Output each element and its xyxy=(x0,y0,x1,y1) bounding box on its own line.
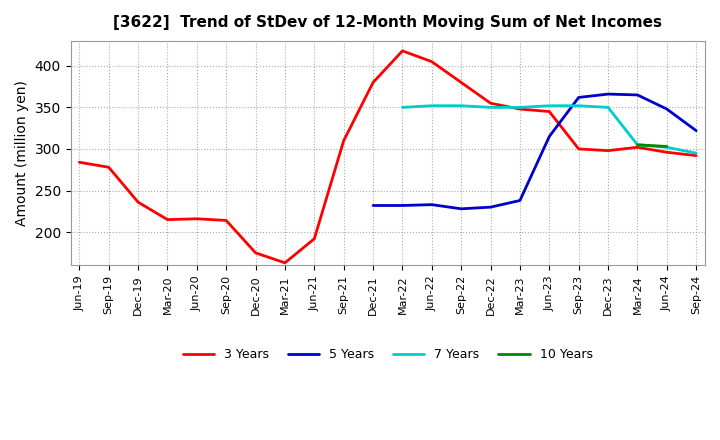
3 Years xyxy=(222,218,230,223)
5 Years xyxy=(398,203,407,208)
3 Years xyxy=(545,109,554,114)
3 Years xyxy=(339,138,348,143)
5 Years xyxy=(369,203,377,208)
5 Years xyxy=(633,92,642,98)
3 Years xyxy=(633,145,642,150)
7 Years xyxy=(633,142,642,147)
Line: 10 Years: 10 Years xyxy=(637,145,667,147)
3 Years xyxy=(134,199,143,205)
5 Years xyxy=(604,92,613,97)
5 Years xyxy=(457,206,466,212)
3 Years xyxy=(104,165,113,170)
7 Years xyxy=(604,105,613,110)
3 Years xyxy=(75,160,84,165)
7 Years xyxy=(486,105,495,110)
3 Years xyxy=(457,80,466,85)
3 Years xyxy=(692,153,701,158)
Line: 3 Years: 3 Years xyxy=(79,51,696,263)
7 Years xyxy=(692,150,701,156)
3 Years xyxy=(662,150,671,155)
3 Years xyxy=(192,216,201,221)
7 Years xyxy=(662,145,671,150)
10 Years xyxy=(633,142,642,147)
7 Years xyxy=(516,105,524,110)
7 Years xyxy=(575,103,583,108)
3 Years xyxy=(398,48,407,54)
7 Years xyxy=(398,105,407,110)
5 Years xyxy=(662,106,671,112)
3 Years xyxy=(310,236,319,242)
3 Years xyxy=(163,217,172,222)
3 Years xyxy=(428,59,436,64)
Legend: 3 Years, 5 Years, 7 Years, 10 Years: 3 Years, 5 Years, 7 Years, 10 Years xyxy=(178,343,598,367)
Title: [3622]  Trend of StDev of 12-Month Moving Sum of Net Incomes: [3622] Trend of StDev of 12-Month Moving… xyxy=(113,15,662,30)
5 Years xyxy=(545,134,554,139)
10 Years xyxy=(662,144,671,149)
3 Years xyxy=(251,250,260,256)
5 Years xyxy=(575,95,583,100)
3 Years xyxy=(516,106,524,112)
5 Years xyxy=(486,205,495,210)
3 Years xyxy=(486,101,495,106)
7 Years xyxy=(457,103,466,108)
7 Years xyxy=(545,103,554,108)
5 Years xyxy=(692,128,701,133)
5 Years xyxy=(428,202,436,207)
3 Years xyxy=(281,260,289,265)
3 Years xyxy=(369,80,377,85)
Line: 5 Years: 5 Years xyxy=(373,94,696,209)
5 Years xyxy=(516,198,524,203)
7 Years xyxy=(428,103,436,108)
3 Years xyxy=(575,147,583,152)
Y-axis label: Amount (million yen): Amount (million yen) xyxy=(15,80,29,226)
3 Years xyxy=(604,148,613,153)
Line: 7 Years: 7 Years xyxy=(402,106,696,153)
